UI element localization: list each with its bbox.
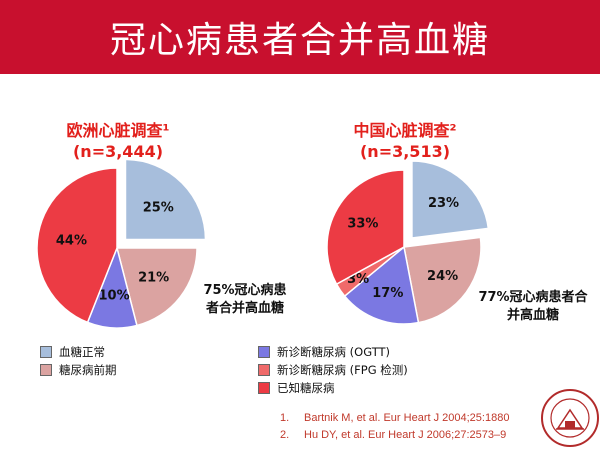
slide-title: 冠心病患者合并高血糖: [109, 20, 490, 61]
references: 1. Bartnik M, et al. Eur Heart J 2004;25:…: [280, 410, 509, 444]
legend-swatch: [258, 364, 270, 376]
legend-swatch: [258, 382, 270, 394]
reference-text: Hu DY, et al. Eur Heart J 2006;27:2573–9: [304, 429, 507, 441]
title-bar: 冠心病患者合并高血糖: [0, 0, 600, 74]
legend-known-diabetes: 已知糖尿病: [258, 380, 335, 396]
reference-1: 1. Bartnik M, et al. Eur Heart J 2004;25:…: [280, 410, 509, 427]
china-survey-title: 中国心脏调查² (n=3,513): [320, 120, 490, 162]
legend-swatch: [40, 346, 52, 358]
reference-2: 2. Hu DY, et al. Eur Heart J 2006;27:2573…: [280, 427, 509, 444]
legend-new-diabetes-ogtt: 新诊断糖尿病 (OGTT): [258, 344, 390, 360]
reference-text: Bartnik M, et al. Eur Heart J 2004;25:18…: [304, 412, 510, 424]
china-pie-label: 17%: [372, 286, 403, 301]
legend-label: 糖尿病前期: [59, 363, 117, 377]
europe-pie-label: 10%: [99, 288, 130, 303]
china-pie-slice-1: [403, 236, 482, 324]
legend-prediabetes: 糖尿病前期: [40, 362, 117, 378]
legend-label: 血糖正常: [59, 345, 105, 359]
china-sample-size: (n=3,513): [359, 142, 451, 161]
china-title-text: 中国心脏调查²: [353, 121, 457, 140]
legend-label: 新诊断糖尿病 (OGTT): [277, 345, 391, 359]
reference-number: 1.: [280, 412, 290, 424]
university-seal-icon: [541, 389, 599, 447]
china-pie-slice-4: [326, 169, 405, 286]
europe-pie-slice-1: [116, 247, 198, 327]
china-pie-slice-0: [411, 160, 490, 239]
europe-sample-size: (n=3,444): [72, 142, 164, 161]
reference-number: 2.: [280, 429, 290, 441]
europe-pie-slice-0: [124, 158, 207, 241]
china-pie-label: 23%: [428, 196, 459, 211]
china-note-line-2: 并高血糖: [506, 308, 559, 323]
europe-note: 75%冠心病患 者合并高血糖: [190, 282, 300, 318]
legend-label: 新诊断糖尿病 (FPG 检测): [277, 363, 408, 377]
legend-swatch: [40, 364, 52, 376]
europe-pie-label: 44%: [56, 233, 87, 248]
europe-title-text: 欧洲心脏调查¹: [66, 121, 170, 140]
legend-normal-glucose: 血糖正常: [40, 344, 105, 360]
china-pie-label: 24%: [427, 269, 458, 284]
china-pie-label: 33%: [347, 217, 378, 232]
china-pie-slice-2: [343, 245, 420, 325]
europe-pie-label: 25%: [143, 201, 174, 216]
legend-label: 已知糖尿病: [277, 381, 335, 395]
europe-note-line-1: 75%冠心病患: [203, 283, 287, 298]
china-note: 77%冠心病患者合 并高血糖: [468, 289, 598, 325]
legend-swatch: [258, 346, 270, 358]
europe-pie-label: 21%: [138, 270, 169, 285]
europe-survey-title: 欧洲心脏调查¹ (n=3,444): [33, 120, 203, 162]
china-note-line-1: 77%冠心病患者合: [478, 290, 588, 305]
legend-new-diabetes-fpg: 新诊断糖尿病 (FPG 检测): [258, 362, 408, 378]
europe-pie-slice-3: [36, 167, 118, 324]
europe-note-line-2: 者合并高血糖: [205, 301, 284, 316]
